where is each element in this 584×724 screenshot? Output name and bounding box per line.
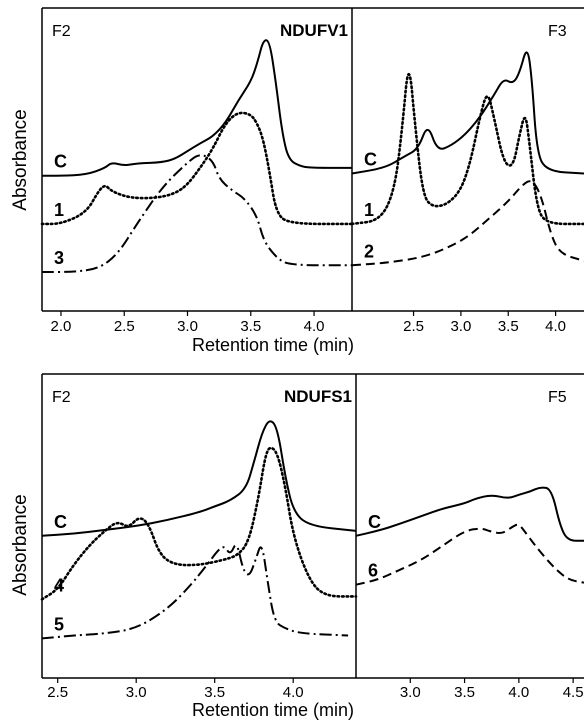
x-tick-label: 3.0 xyxy=(126,684,147,701)
series-label-5: 5 xyxy=(54,614,64,634)
series-label-6: 6 xyxy=(368,561,378,581)
series-line-1 xyxy=(40,111,354,226)
x-tick-label: 4.0 xyxy=(304,318,325,335)
series-line-C xyxy=(41,420,357,537)
chart-title: NDUFV1 xyxy=(280,21,348,40)
series-label-2: 2 xyxy=(364,241,374,261)
series-line-6 xyxy=(355,523,584,586)
series-line-5 xyxy=(41,544,349,640)
x-axis-label: Retention time (min) xyxy=(192,335,354,355)
series-line-2 xyxy=(351,180,584,267)
x-tick-label: 2.5 xyxy=(47,684,68,701)
x-tick-label: 2.5 xyxy=(114,318,135,335)
chart-ndufv1: NDUFV1 Absorbance Retention time (min) F2 2.… xyxy=(10,7,584,355)
x-axis-label: Retention time (min) xyxy=(192,700,354,720)
x-tick-label: 3.5 xyxy=(454,684,475,701)
series-label-1: 1 xyxy=(54,200,64,220)
x-tick-label: 4.5 xyxy=(563,684,584,701)
series-label-C: C xyxy=(54,152,67,172)
series-label-C: C xyxy=(364,149,377,169)
x-tick-label: 4.0 xyxy=(545,318,566,335)
series-label-4: 4 xyxy=(54,575,64,595)
x-tick-label: 3.0 xyxy=(177,318,198,335)
y-axis-label: Absorbance xyxy=(10,494,31,595)
x-tick-label: 4.0 xyxy=(508,684,529,701)
series-line-C xyxy=(351,51,584,175)
panel-name-f3: F3 xyxy=(548,23,567,40)
series-line-3 xyxy=(42,154,352,273)
x-tick-label: 3.5 xyxy=(498,318,519,335)
x-tick-label: 3.5 xyxy=(240,318,261,335)
x-tick-label: 2.0 xyxy=(51,318,72,335)
x-tick-label: 3.0 xyxy=(450,318,471,335)
chart-ndufs1: NDUFS1 Absorbance Retention time (min) F2 2.… xyxy=(10,373,584,720)
panel-name-f2: F2 xyxy=(52,389,71,406)
series-line-C xyxy=(355,486,584,542)
series-label-3: 3 xyxy=(54,248,64,268)
series-line-C xyxy=(42,39,352,177)
panel-name-f2: F2 xyxy=(52,23,71,40)
series-label-1: 1 xyxy=(364,200,374,220)
x-tick-label: 4.0 xyxy=(283,684,304,701)
series-line-1 xyxy=(350,72,584,226)
series-label-C: C xyxy=(54,512,67,532)
x-tick-label: 2.5 xyxy=(403,318,424,335)
series-label-C: C xyxy=(368,512,381,532)
y-axis-label: Absorbance xyxy=(10,109,31,210)
series-line-4 xyxy=(40,446,358,601)
x-tick-label: 3.0 xyxy=(400,684,421,701)
panel-name-f5: F5 xyxy=(548,389,567,406)
chart-title: NDUFS1 xyxy=(284,387,352,406)
x-tick-label: 3.5 xyxy=(204,684,225,701)
